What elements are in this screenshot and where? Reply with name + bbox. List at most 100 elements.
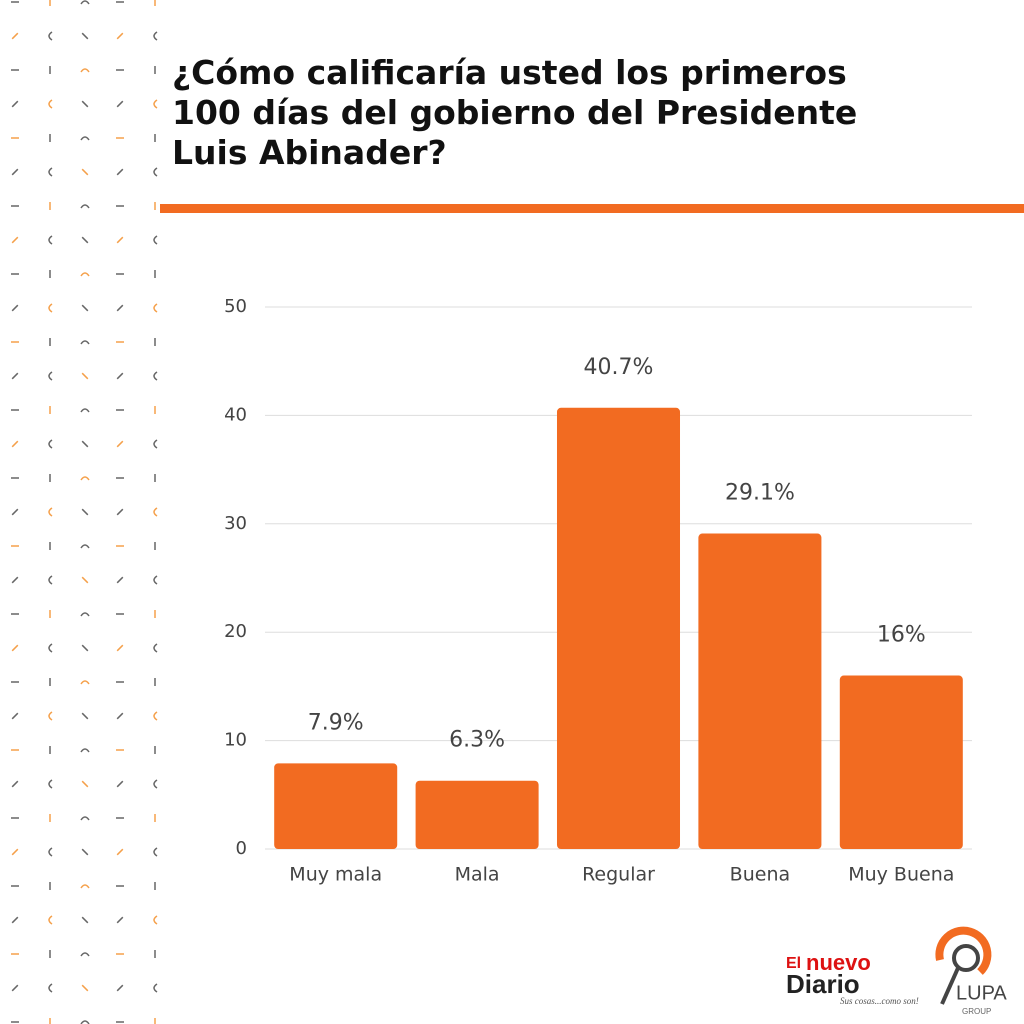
deco-mark	[80, 476, 90, 481]
x-tick-label: Muy mala	[289, 864, 382, 886]
deco-mark	[116, 168, 124, 176]
deco-mark	[11, 32, 19, 40]
deco-mark	[81, 508, 89, 516]
y-tick-label: 50	[224, 296, 247, 317]
value-label: 7.9%	[308, 710, 364, 735]
deco-mark	[81, 440, 89, 448]
y-tick-label: 10	[224, 730, 247, 751]
logo-lens	[952, 944, 980, 972]
deco-mark	[11, 236, 19, 244]
deco-mark	[81, 984, 89, 992]
logo-lupa: LUPA GROUP	[935, 926, 1007, 1016]
deco-mark	[81, 848, 89, 856]
logo-tagline: Sus cosas...como son!	[840, 996, 919, 1006]
deco-mark	[48, 915, 53, 925]
deco-mark	[80, 748, 90, 753]
deco-mark	[153, 371, 158, 381]
deco-mark	[48, 711, 53, 721]
x-tick-label: Muy Buena	[848, 864, 954, 886]
logo-text: El	[786, 955, 801, 972]
deco-mark	[48, 847, 53, 857]
deco-mark	[153, 507, 158, 517]
deco-mark	[48, 779, 53, 789]
deco-mark	[153, 235, 158, 245]
deco-mark	[116, 576, 124, 584]
deco-mark	[80, 68, 90, 73]
deco-mark	[116, 32, 124, 40]
y-tick-label: 30	[224, 513, 247, 534]
chart-title: ¿Cómo calificaría usted los primeros	[172, 53, 847, 92]
deco-mark	[80, 544, 90, 549]
x-tick-label: Regular	[582, 864, 655, 886]
deco-mark	[48, 235, 53, 245]
deco-mark	[48, 983, 53, 993]
deco-mark	[48, 167, 53, 177]
deco-mark	[80, 680, 90, 685]
deco-mark	[153, 643, 158, 653]
deco-mark	[11, 576, 19, 584]
deco-mark	[80, 136, 90, 141]
deco-mark	[116, 236, 124, 244]
deco-mark	[153, 439, 158, 449]
deco-mark	[153, 31, 158, 41]
value-label: 6.3%	[449, 728, 505, 753]
value-label: 29.1%	[725, 481, 795, 506]
deco-mark	[81, 100, 89, 108]
deco-mark	[116, 304, 124, 312]
bar	[698, 533, 822, 849]
deco-mark	[48, 303, 53, 313]
deco-mark	[153, 303, 158, 313]
deco-mark	[81, 372, 89, 380]
deco-mark	[116, 644, 124, 652]
deco-mark	[153, 167, 158, 177]
deco-mark	[81, 644, 89, 652]
x-tick-label: Buena	[730, 864, 790, 886]
deco-mark	[81, 916, 89, 924]
deco-mark	[81, 780, 89, 788]
deco-mark	[11, 304, 19, 312]
deco-mark	[11, 440, 19, 448]
deco-mark	[11, 780, 19, 788]
bar	[274, 763, 398, 849]
value-label: 16%	[877, 623, 926, 648]
deco-mark	[116, 712, 124, 720]
deco-mark	[116, 440, 124, 448]
deco-mark	[11, 168, 19, 176]
decorative-pattern	[11, 0, 158, 1024]
deco-mark	[80, 204, 90, 209]
logo-text: LUPA	[956, 982, 1007, 1004]
deco-mark	[116, 372, 124, 380]
divider	[160, 204, 1024, 213]
bar	[415, 780, 539, 849]
deco-mark	[116, 916, 124, 924]
deco-mark	[48, 643, 53, 653]
deco-mark	[80, 272, 90, 277]
logo-text: nuevo	[806, 950, 871, 975]
deco-mark	[48, 371, 53, 381]
deco-mark	[116, 984, 124, 992]
deco-mark	[116, 780, 124, 788]
logo-nuevo-diario: El nuevo Diario Sus cosas...como son!	[786, 950, 919, 1006]
deco-mark	[153, 983, 158, 993]
deco-mark	[11, 508, 19, 516]
deco-mark	[80, 884, 90, 889]
deco-mark	[153, 575, 158, 585]
deco-mark	[80, 952, 90, 957]
deco-mark	[80, 340, 90, 345]
deco-mark	[81, 576, 89, 584]
deco-mark	[153, 915, 158, 925]
y-tick-label: 0	[236, 838, 247, 859]
deco-mark	[48, 99, 53, 109]
deco-mark	[153, 847, 158, 857]
deco-mark	[80, 1020, 90, 1024]
value-label: 40.7%	[584, 355, 654, 380]
deco-mark	[81, 32, 89, 40]
deco-mark	[11, 712, 19, 720]
bar	[556, 407, 681, 849]
y-tick-label: 20	[224, 621, 247, 642]
y-tick-label: 40	[224, 404, 247, 425]
deco-mark	[11, 372, 19, 380]
logo-handle	[940, 967, 960, 1005]
deco-mark	[153, 99, 158, 109]
